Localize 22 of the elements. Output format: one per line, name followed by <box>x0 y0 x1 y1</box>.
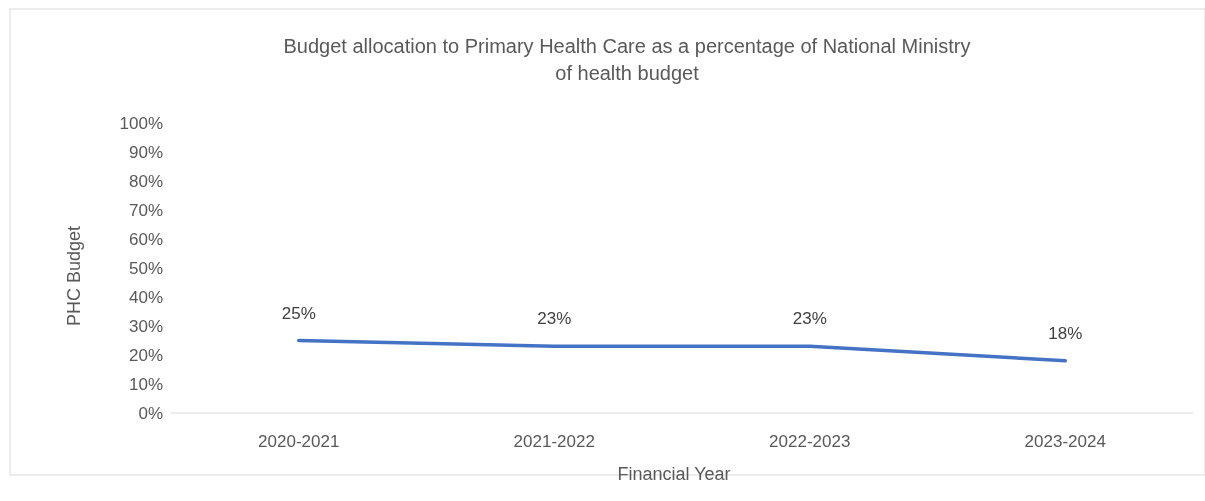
x-tick-label: 2020-2021 <box>258 432 340 451</box>
y-axis-title: PHC Budget <box>64 225 84 327</box>
data-label: 25% <box>281 303 316 323</box>
y-tick-label: 60% <box>128 230 163 249</box>
x-tick-label: 2023-2024 <box>1024 432 1106 451</box>
data-label: 18% <box>1048 323 1083 343</box>
y-tick-label: 50% <box>128 259 163 278</box>
y-tick-label: 90% <box>128 143 163 162</box>
y-tick-label: 100% <box>119 114 163 133</box>
x-tick-label: 2021-2022 <box>513 432 595 451</box>
chart-title: Budget allocation to Primary Health Care as a percentage of National Ministry of health budget <box>283 35 971 84</box>
data-label: 23% <box>537 309 572 329</box>
y-tick-label: 30% <box>128 317 163 336</box>
data-label: 23% <box>792 309 827 329</box>
y-tick-label: 70% <box>128 201 163 220</box>
y-tick-label: 20% <box>128 346 163 365</box>
y-tick-label: 80% <box>128 172 163 191</box>
y-tick-label: 10% <box>128 375 163 394</box>
x-tick-label: 2022-2023 <box>769 432 851 451</box>
y-tick-label: 40% <box>128 288 163 307</box>
x-axis-title: Financial Year <box>617 464 731 484</box>
y-tick-label: 0% <box>138 404 163 423</box>
